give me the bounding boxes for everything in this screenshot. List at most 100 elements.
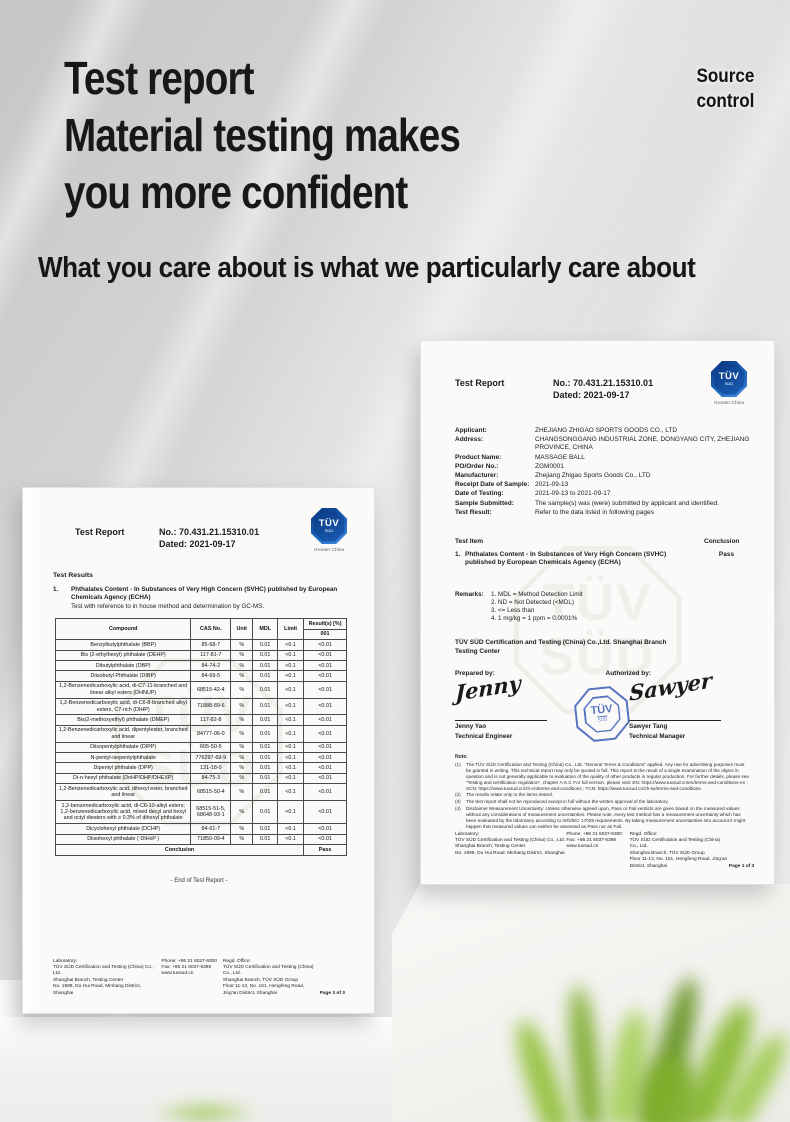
certificate-page3: TÜV SÜD TÜV SÜD Greater China Test Report …: [22, 487, 375, 1014]
report-title: Test Report: [455, 378, 505, 388]
field-row: Applicant: ZHEJIANG ZHIGAO SPORTS GOODS …: [455, 427, 756, 435]
footer-laboratory: Laboratory: TÜV SÜD Certification and Tes…: [455, 832, 566, 870]
authorized-title: Technical Manager: [629, 733, 686, 741]
result-sample-id: 001: [303, 628, 347, 641]
table-row: 1,2-benzenedicarboxylic acid, di-C6-10-a…: [54, 800, 347, 825]
cell-limit: <0.1: [277, 670, 305, 682]
lab-name-2: Testing Center: [455, 647, 501, 655]
cell-cas: 85-68-7: [190, 639, 232, 651]
table-row: Bis (2-ethylhexyl) phthalate (DEHP) 117-…: [54, 649, 347, 662]
field-label: Applicant:: [455, 427, 487, 434]
tuv-sud-logo-icon: TÜV SÜD Greater China: [706, 361, 752, 406]
page-title-line: Test report: [64, 52, 255, 104]
footer-line: Floor 11-13, No. 151, Hengfeng Road, Jin…: [629, 857, 728, 869]
cell-compound: Bis (2-ethylhexyl) phthalate (DEHP): [54, 649, 192, 662]
field-value: CHANGSONGGANG INDUSTRIAL ZONE, DONGYANG …: [535, 436, 750, 452]
remark-line: 1. MDL = Method Detection Limit: [491, 591, 583, 599]
footer-laboratory: Laboratory: TÜV SÜD Certification and Tes…: [53, 959, 161, 997]
logo-caption: Greater China: [713, 401, 745, 406]
cell-limit: <0.1: [277, 639, 305, 651]
cell-mdl: 0.01: [252, 833, 279, 846]
cell-limit: <0.1: [277, 741, 305, 754]
cell-result: <0.01: [303, 783, 347, 802]
cell-mdl: 0.01: [252, 800, 279, 825]
cell-compound: 1,2-Benzenedicarboxylic acid, di-C6-8-br…: [54, 697, 192, 716]
field-label: Product Name:: [455, 453, 502, 461]
col-result: Result(s) [%]: [303, 618, 347, 630]
cell-compound: Dicyclohexyl phthalate (DCHP): [54, 823, 192, 835]
table-row: Di-n-hexyl phthalate (DnHP/DHP/DHEXP) 84…: [54, 772, 347, 785]
prepared-name: Jenny Yao: [455, 723, 487, 731]
field-value: 2021-09-13 to 2021-09-17: [535, 490, 611, 498]
col-cas: CAS No.: [190, 618, 232, 641]
table-row: Diisobutyl Phthalate (DIBP) 84-69-5 % 0.…: [54, 670, 347, 682]
cell-limit: <0.1: [277, 649, 305, 662]
field-row: Product Name: MASSAGE BALL: [455, 454, 756, 462]
page-number: Page 1 of 3: [728, 863, 755, 869]
note-text: The results relate only to the items tes…: [466, 792, 554, 798]
authorized-signature-block: Sawyer Sawyer Tang Technical Manager: [629, 667, 759, 741]
note-text: The TÜV SÜD Certification and Testing (C…: [466, 761, 749, 791]
cell-mdl: 0.01: [252, 783, 279, 802]
footer-line: TÜV SÜD Certification and Testing (China…: [629, 837, 721, 850]
cell-compound: Dibutylphthalate (DBP): [54, 659, 192, 672]
notes-block: Note: (1) The TÜV SÜD Certification and …: [455, 754, 756, 831]
field-label: Date of Testing:: [455, 490, 504, 498]
cell-unit: %: [230, 659, 254, 672]
certificate-footer: Laboratory: TÜV SÜD Certification and Tes…: [53, 959, 346, 1001]
prepared-title: Technical Engineer: [455, 733, 513, 741]
remarks-list: 1. MDL = Method Detection Limit 2. ND = N…: [491, 591, 583, 623]
footer-office: Regd. Office: TÜV SÜD Certification and T…: [223, 959, 320, 997]
footer-contact: Phone: +86 21 6037-6300 Fax: +86 21 6037-…: [161, 959, 223, 997]
cell-result: <0.01: [303, 724, 347, 743]
authorized-name: Sawyer Tang: [629, 723, 668, 731]
cell-result: <0.01: [303, 714, 347, 726]
test-item-text: Phthalates Content - In Substances of Ve…: [71, 586, 338, 601]
test-item-number: 1.: [53, 586, 59, 593]
table-row: Benzylbutylphthalate (BBP) 85-68-7 % 0.0…: [54, 639, 347, 651]
authorized-signature: Sawyer: [629, 667, 713, 706]
cell-result: <0.01: [303, 772, 347, 785]
lab-name: TÜV SÜD Certification and Testing (China…: [455, 639, 667, 647]
cell-mdl: 0.01: [252, 714, 279, 726]
footer-line: No. 1999, Du Hui Road, Minhang District,…: [53, 984, 141, 996]
tuv-sud-logo-icon: TÜV SÜD Greater China: [306, 508, 352, 553]
end-of-report-note: - End of Test Report -: [170, 877, 228, 884]
field-row: PO/Order No.: ZGM0001: [455, 463, 756, 471]
cell-mdl: 0.01: [252, 680, 279, 699]
table-row: Dicyclohexyl phthalate (DCHP) 84-61-7 % …: [54, 823, 347, 835]
cell-unit: %: [230, 762, 254, 774]
field-label: Manufacturer:: [455, 472, 499, 480]
col-limit: Limit: [277, 618, 305, 641]
cell-mdl: 0.01: [252, 649, 279, 662]
source-control-badge: Source control: [696, 64, 754, 114]
cell-cas: 84-74-2: [190, 659, 232, 672]
note-number: (3): [455, 799, 461, 805]
cell-limit: <0.1: [277, 680, 305, 699]
signature-row: Jenny Jenny Yao Technical Engineer TÜV S…: [455, 667, 759, 741]
footer-line: www.tuvsud.cn: [566, 844, 599, 850]
cell-result: <0.01: [303, 680, 347, 699]
note-number: (4): [455, 806, 461, 812]
report-number: No.: 70.431.21.15310.01: [159, 527, 260, 537]
cell-result: <0.01: [303, 762, 347, 774]
footer-line: Floor 11-13, No. 151, Hengfeng Road, Jin…: [222, 984, 305, 996]
field-value: 2021-09-13: [535, 481, 569, 489]
field-value: Refer to the data listed in following pa…: [535, 508, 654, 516]
note-number: (2): [455, 792, 461, 798]
cell-compound: Benzylbutylphthalate (BBP): [54, 639, 192, 651]
cell-cas: 84777-06-0: [190, 724, 232, 743]
cell-cas: 117-81-7: [190, 649, 232, 662]
cell-mdl: 0.01: [252, 659, 279, 672]
cell-cas: 117-82-8: [190, 714, 232, 726]
cell-mdl: 0.01: [252, 724, 279, 743]
cell-unit: %: [230, 833, 254, 846]
page-subtitle: What you care about is what we particula…: [38, 252, 696, 284]
note-row: (3) The test report shall not be reprodu…: [455, 799, 756, 805]
field-value: The sample(s) was (were) submitted by ap…: [535, 499, 719, 507]
table-row: N-pentyl-isopentylphthalate 776297-69-9 …: [54, 752, 347, 764]
cell-limit: <0.1: [277, 659, 305, 672]
note-row: (1) The TÜV SÜD Certification and Testin…: [455, 762, 756, 792]
cell-unit: %: [230, 649, 254, 662]
cell-cas: 68515-42-4: [190, 680, 232, 699]
